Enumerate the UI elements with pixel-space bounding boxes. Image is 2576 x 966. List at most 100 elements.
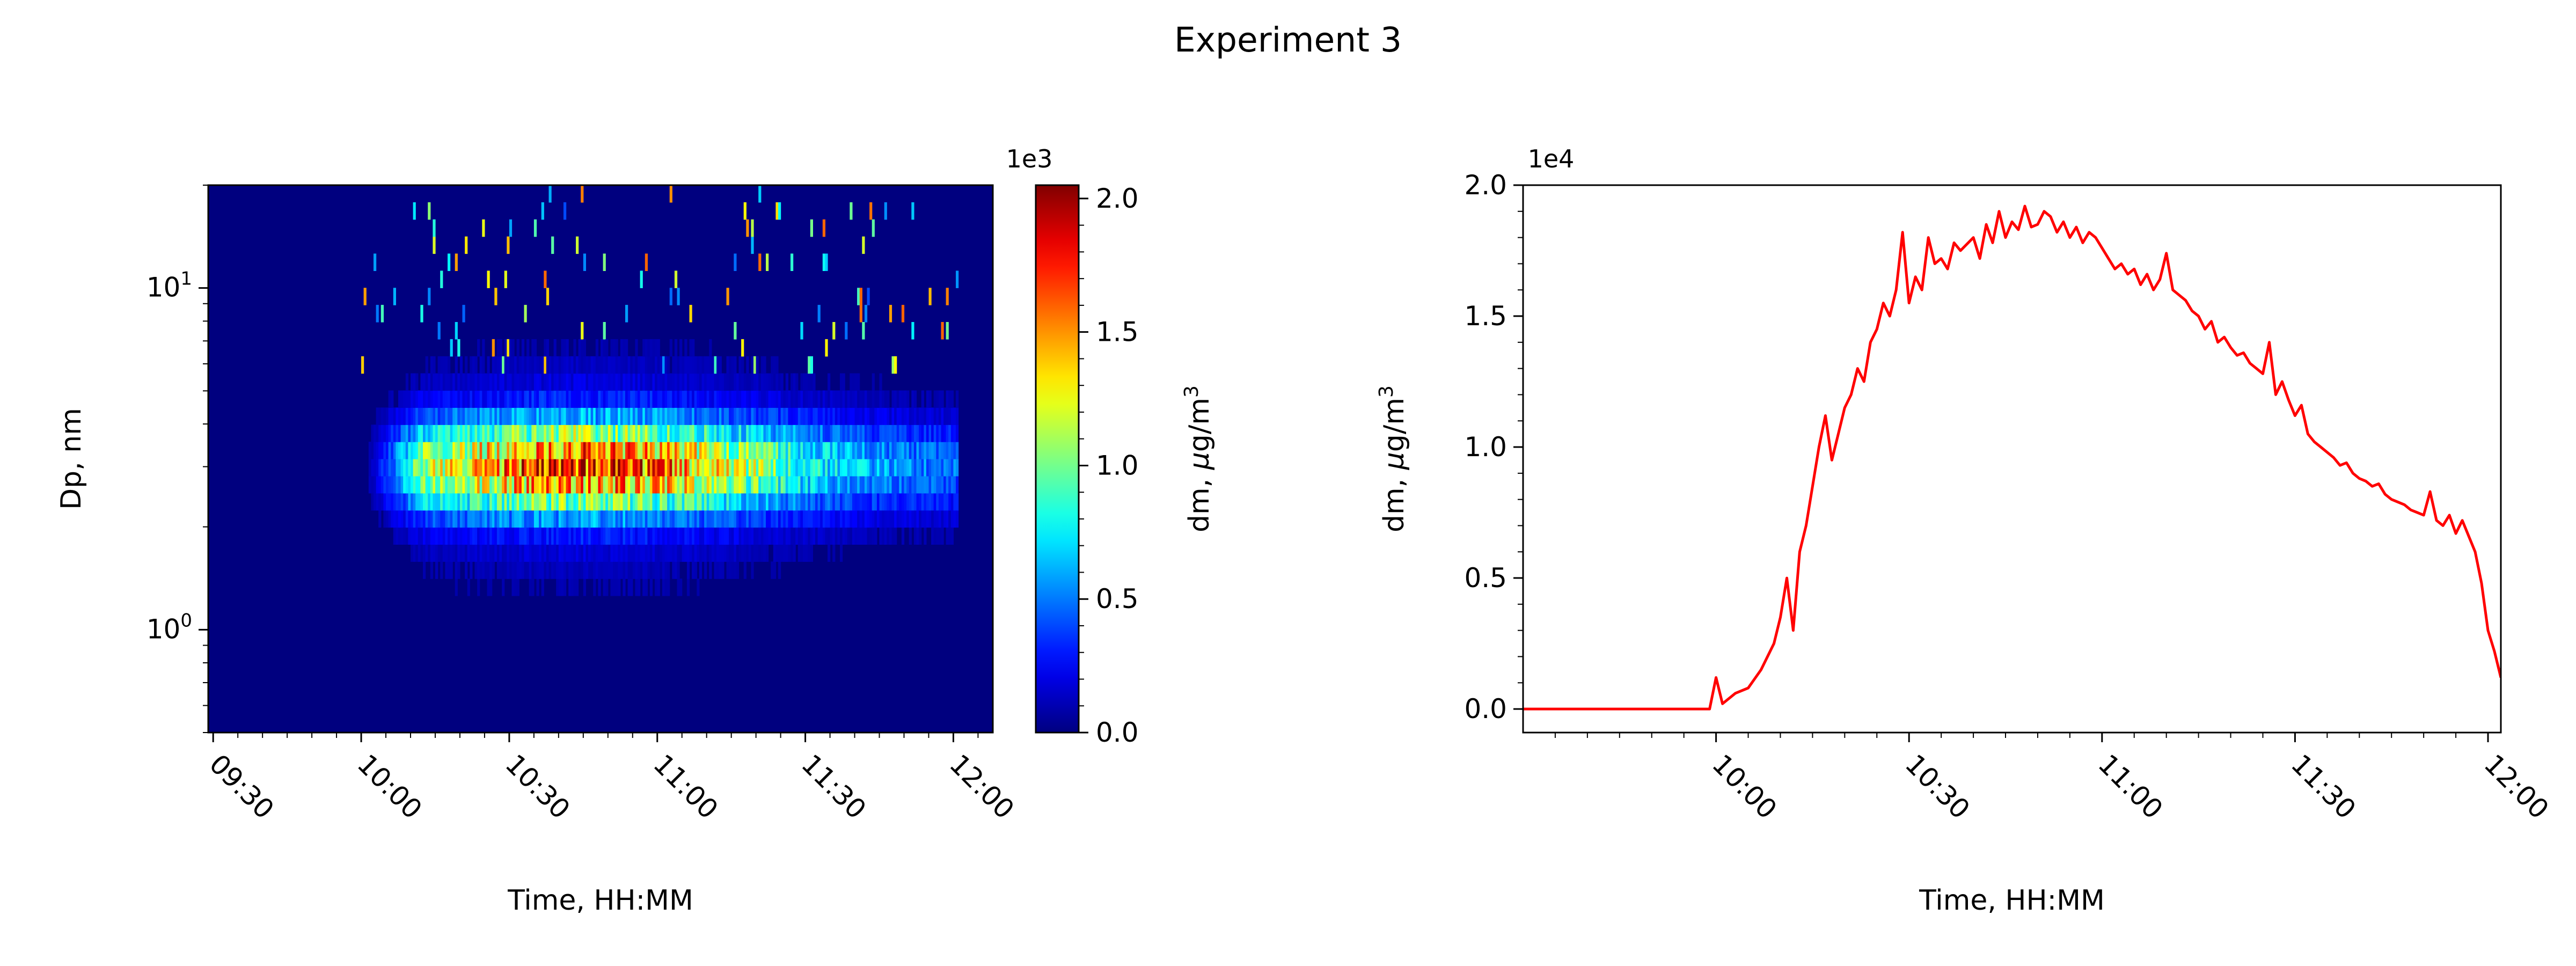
heatmap-cell bbox=[457, 390, 460, 408]
heatmap-cell bbox=[857, 390, 860, 408]
heatmap-cell bbox=[573, 339, 576, 357]
heatmap-cell bbox=[470, 510, 473, 528]
heatmap-cell bbox=[677, 442, 680, 459]
heatmap-cell bbox=[440, 510, 443, 528]
heatmap-cell bbox=[608, 561, 611, 579]
heatmap-cell bbox=[931, 425, 934, 442]
heatmap-cell bbox=[672, 459, 675, 477]
heatmap-cell bbox=[938, 510, 942, 528]
heatmap-cell bbox=[783, 407, 786, 425]
heatmap-cell bbox=[472, 493, 475, 511]
heatmap-cell bbox=[845, 425, 848, 442]
heatmap-cell bbox=[743, 373, 747, 391]
heatmap-cell bbox=[697, 459, 700, 477]
heatmap-cell bbox=[854, 407, 858, 425]
heatmap-cell bbox=[620, 390, 623, 408]
heatmap-cell bbox=[946, 510, 949, 528]
heatmap-cell bbox=[601, 459, 604, 477]
heatmap-cell bbox=[433, 510, 436, 528]
heatmap-cell bbox=[738, 373, 742, 391]
heatmap-cell bbox=[484, 442, 488, 459]
heatmap-cell bbox=[686, 510, 690, 528]
heatmap-cell bbox=[874, 475, 877, 494]
heatmap-cell bbox=[655, 544, 658, 562]
heatmap-cell bbox=[869, 442, 873, 459]
heatmap-cell bbox=[590, 373, 594, 391]
heatmap-cell bbox=[884, 493, 887, 511]
heatmap-cell bbox=[874, 527, 877, 545]
heatmap-cell bbox=[415, 527, 419, 545]
heatmap-cell bbox=[450, 475, 453, 494]
heatmap-cell bbox=[541, 527, 544, 545]
heatmap-cell bbox=[531, 373, 535, 391]
heatmap-cell bbox=[780, 407, 784, 425]
heatmap-cell bbox=[638, 475, 641, 494]
heatmap-cell bbox=[601, 475, 604, 494]
heatmap-cell bbox=[662, 373, 665, 391]
heatmap-cell bbox=[526, 356, 530, 374]
heatmap-cell bbox=[677, 425, 680, 442]
heatmap-cell bbox=[467, 407, 470, 425]
heatmap-cell bbox=[775, 459, 779, 477]
heatmap-cell bbox=[452, 373, 456, 391]
heatmap-cell bbox=[657, 356, 660, 374]
heatmap-cell bbox=[872, 510, 875, 528]
heatmap-cell bbox=[791, 493, 794, 511]
heatmap-cell bbox=[583, 475, 586, 494]
heatmap-cell bbox=[586, 373, 589, 391]
heatmap-cell bbox=[810, 219, 813, 237]
heatmap-cell bbox=[808, 373, 811, 391]
heatmap-cell bbox=[516, 527, 519, 545]
heatmap-cell bbox=[795, 459, 799, 477]
heatmap-cell bbox=[494, 288, 497, 305]
heatmap-cell bbox=[830, 425, 833, 442]
heatmap-cell bbox=[618, 390, 621, 408]
heatmap-cell bbox=[847, 390, 850, 408]
heatmap-cell bbox=[783, 390, 786, 408]
heatmap-cell bbox=[598, 459, 601, 477]
heatmap-cell bbox=[699, 510, 702, 528]
heatmap-cell bbox=[400, 425, 404, 442]
heatmap-cell bbox=[862, 442, 865, 459]
heatmap-cell bbox=[743, 527, 747, 545]
heatmap-cell bbox=[921, 442, 924, 459]
heatmap-cell bbox=[403, 493, 406, 511]
heatmap-cell bbox=[484, 390, 488, 408]
heatmap-cell bbox=[533, 339, 537, 357]
heatmap-cell bbox=[950, 425, 954, 442]
heatmap-cell bbox=[561, 527, 564, 545]
heatmap-cell bbox=[499, 373, 502, 391]
heatmap-y-axis-label: Dp, nm bbox=[55, 408, 87, 510]
heatmap-cell bbox=[891, 407, 895, 425]
heatmap-cell bbox=[783, 527, 786, 545]
heatmap-cell bbox=[514, 373, 517, 391]
heatmap-cell bbox=[516, 425, 519, 442]
heatmap-cell bbox=[647, 339, 650, 357]
heatmap-cell bbox=[576, 527, 579, 545]
heatmap-cell bbox=[729, 544, 732, 562]
heatmap-cell bbox=[692, 390, 695, 408]
heatmap-cell bbox=[511, 373, 515, 391]
heatmap-cell bbox=[645, 339, 648, 357]
heatmap-cell bbox=[553, 373, 557, 391]
heatmap-cell bbox=[581, 425, 584, 442]
heatmap-cell bbox=[516, 475, 519, 494]
heatmap-cell bbox=[573, 442, 576, 459]
heatmap-cell bbox=[428, 459, 431, 477]
heatmap-cell bbox=[850, 510, 853, 528]
heatmap-cell bbox=[598, 442, 601, 459]
heatmap-cell bbox=[921, 493, 924, 511]
heatmap-cell bbox=[894, 407, 897, 425]
heatmap-cell bbox=[847, 425, 850, 442]
heatmap-cell bbox=[793, 373, 796, 391]
heatmap-cell bbox=[872, 493, 875, 511]
heatmap-cell bbox=[842, 527, 845, 545]
heatmap-cell bbox=[751, 459, 754, 477]
heatmap-cell bbox=[428, 442, 431, 459]
heatmap-cell bbox=[489, 510, 493, 528]
heatmap-frame bbox=[207, 184, 994, 734]
heatmap-cell bbox=[625, 544, 628, 562]
heatmap-cell bbox=[437, 322, 441, 340]
heatmap-cell bbox=[911, 322, 914, 340]
heatmap-cell bbox=[583, 561, 586, 579]
